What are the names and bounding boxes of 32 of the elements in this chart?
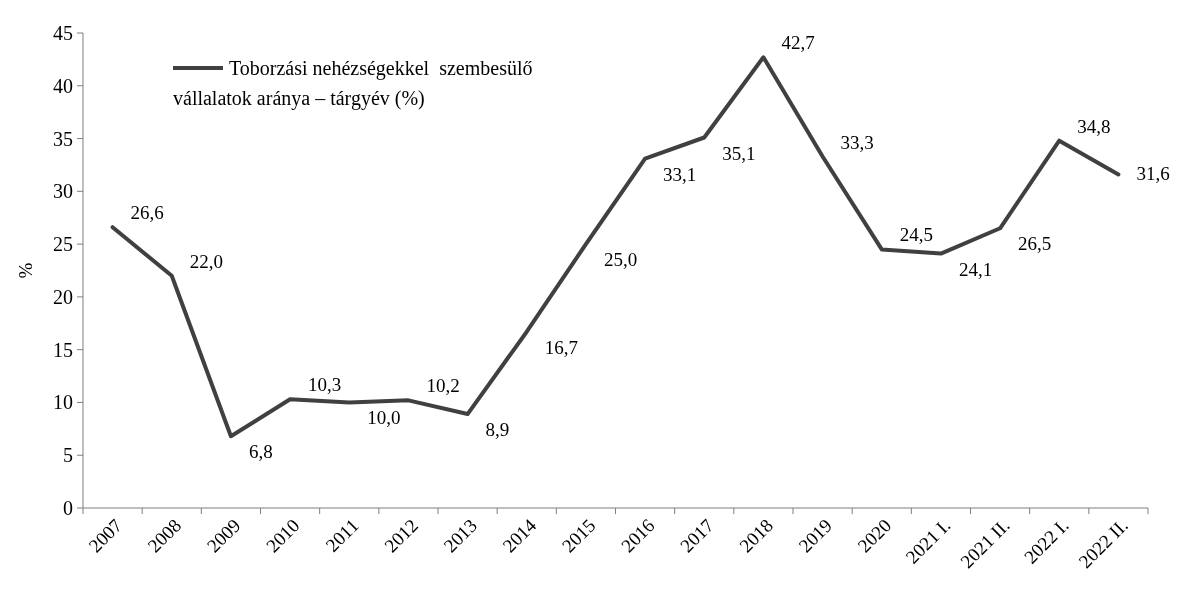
data-label: 22,0 — [189, 250, 223, 272]
data-label: 16,7 — [544, 336, 578, 358]
x-tick-label: 2021 I. — [901, 514, 955, 568]
y-tick-label: 0 — [63, 497, 73, 519]
data-label: 33,3 — [840, 131, 874, 153]
y-tick-label: 40 — [53, 74, 73, 97]
y-tick-label: 25 — [53, 233, 73, 256]
legend-label: Toborzási nehézségekkel szembesülő vállalatok aránya – tárgyév (%) — [173, 57, 533, 110]
data-label: 6,8 — [248, 441, 273, 463]
data-label: 26,6 — [130, 202, 164, 224]
data-label: 8,9 — [485, 419, 510, 441]
data-label: 35,1 — [722, 142, 756, 164]
data-label: 10,2 — [426, 375, 460, 397]
data-label: 24,1 — [958, 258, 993, 280]
data-label: 33,1 — [663, 163, 697, 185]
y-tick-label: 45 — [53, 22, 73, 44]
data-label: 24,5 — [899, 224, 933, 246]
data-label: 25,0 — [603, 249, 638, 271]
y-axis-title: % — [15, 262, 36, 279]
data-label: 42,7 — [781, 32, 815, 54]
data-label: 34,8 — [1077, 115, 1111, 137]
y-tick-label: 5 — [63, 444, 73, 467]
data-label: 31,6 — [1136, 163, 1170, 185]
line-series — [110, 55, 1121, 439]
y-tick-label: 15 — [53, 338, 73, 361]
data-label: 10,3 — [308, 374, 342, 396]
data-label: 10,0 — [367, 407, 401, 429]
y-tick-label: 35 — [53, 127, 73, 150]
y-tick-label: 20 — [53, 285, 73, 308]
data-label: 26,5 — [1018, 233, 1052, 255]
y-tick-label: 30 — [53, 180, 73, 203]
y-tick-label: 10 — [53, 391, 73, 414]
